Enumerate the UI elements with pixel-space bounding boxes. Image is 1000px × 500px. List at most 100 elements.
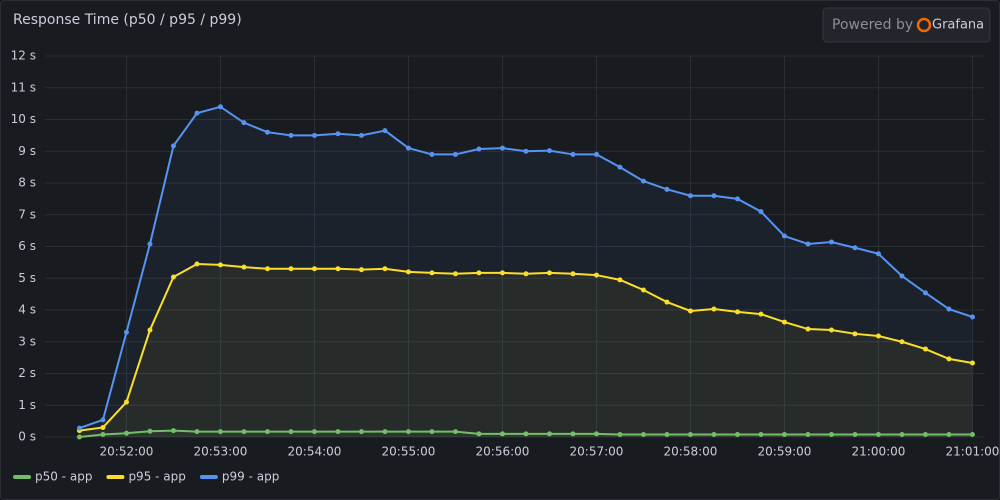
y-tick-label: 0 s: [18, 430, 36, 444]
data-point: [899, 431, 905, 437]
x-tick-label: 20:53:00: [194, 445, 248, 459]
data-point: [194, 429, 200, 435]
data-point: [593, 272, 599, 278]
data-point: [100, 417, 106, 423]
x-tick-label: 20:54:00: [288, 445, 342, 459]
data-point: [123, 430, 129, 436]
data-point: [899, 273, 905, 279]
data-point: [711, 306, 717, 312]
x-tick-label: 21:01:00: [946, 445, 1000, 459]
data-point: [405, 269, 411, 275]
data-point: [311, 132, 317, 138]
data-point: [781, 233, 787, 239]
y-tick-label: 11 s: [11, 80, 36, 94]
data-point: [711, 193, 717, 199]
data-point: [734, 309, 740, 315]
data-point: [123, 329, 129, 335]
data-point: [687, 193, 693, 199]
data-point: [217, 429, 223, 435]
data-point: [758, 209, 764, 215]
data-point: [758, 311, 764, 317]
data-point: [335, 131, 341, 137]
data-point: [734, 431, 740, 437]
data-point: [405, 145, 411, 151]
data-point: [147, 428, 153, 434]
data-point: [241, 429, 247, 435]
data-point: [335, 429, 341, 435]
data-point: [828, 431, 834, 437]
legend-label: p95 - app: [128, 470, 185, 484]
data-point: [593, 151, 599, 157]
data-point: [429, 429, 435, 435]
data-point: [734, 196, 740, 202]
data-point: [382, 266, 388, 272]
data-point: [664, 299, 670, 305]
data-point: [311, 429, 317, 435]
data-point: [288, 266, 294, 272]
data-point: [264, 266, 270, 272]
grafana-logo: [916, 17, 932, 33]
data-point: [946, 356, 952, 362]
data-point: [264, 129, 270, 135]
data-point: [546, 148, 552, 154]
x-tick-label: 20:52:00: [100, 445, 154, 459]
data-point: [781, 431, 787, 437]
data-point: [382, 429, 388, 435]
data-point: [640, 178, 646, 184]
data-point: [241, 264, 247, 270]
data-point: [358, 267, 364, 273]
data-point: [241, 120, 247, 126]
watermark-badge: [822, 7, 991, 43]
data-point: [805, 431, 811, 437]
data-point: [452, 151, 458, 157]
data-point: [758, 431, 764, 437]
data-point: [76, 425, 82, 431]
legend-label: p50 - app: [35, 470, 92, 484]
y-tick-label: 3 s: [18, 334, 36, 348]
y-tick-label: 12 s: [11, 49, 36, 63]
data-point: [429, 270, 435, 276]
data-point: [358, 132, 364, 138]
data-point: [805, 241, 811, 247]
data-point: [288, 429, 294, 435]
data-point: [100, 431, 106, 437]
data-point: [429, 151, 435, 157]
data-point: [852, 331, 858, 337]
data-point: [617, 431, 623, 437]
y-tick-label: 1 s: [18, 398, 36, 412]
y-tick-label: 4 s: [18, 303, 36, 317]
data-point: [170, 274, 176, 280]
data-point: [264, 429, 270, 435]
data-point: [828, 327, 834, 333]
data-point: [76, 434, 82, 440]
watermark-prefix: Powered by: [832, 17, 913, 33]
data-point: [194, 261, 200, 267]
data-point: [969, 431, 975, 437]
data-point: [969, 314, 975, 320]
data-point: [875, 251, 881, 257]
y-tick-label: 6 s: [18, 239, 36, 253]
x-tick-label: 20:56:00: [476, 445, 530, 459]
data-point: [687, 308, 693, 314]
data-point: [523, 431, 529, 437]
y-tick-label: 5 s: [18, 271, 36, 285]
data-point: [194, 110, 200, 116]
data-point: [922, 290, 928, 296]
data-point: [570, 151, 576, 157]
data-point: [288, 132, 294, 138]
data-point: [969, 360, 975, 366]
data-point: [170, 143, 176, 149]
data-point: [593, 431, 599, 437]
data-point: [805, 326, 811, 332]
data-point: [499, 145, 505, 151]
chart-title: Response Time (p50 / p95 / p99): [13, 12, 242, 28]
data-point: [499, 270, 505, 276]
x-tick-label: 20:58:00: [664, 445, 718, 459]
data-point: [147, 241, 153, 247]
data-point: [123, 399, 129, 405]
data-point: [617, 277, 623, 283]
data-point: [875, 333, 881, 339]
data-point: [852, 431, 858, 437]
data-point: [664, 431, 670, 437]
y-tick-label: 8 s: [18, 176, 36, 190]
